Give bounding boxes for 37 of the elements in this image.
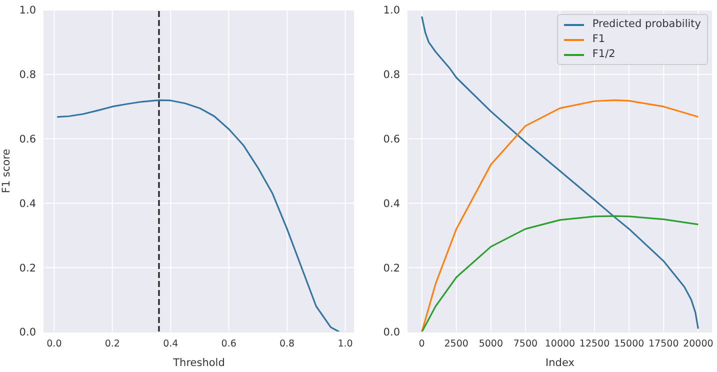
x-axis-title: Threshold xyxy=(172,357,225,369)
y-tick-label: 0.8 xyxy=(19,69,36,82)
x-tick-label: 15000 xyxy=(614,338,644,350)
x-tick-label: 5000 xyxy=(478,338,504,350)
x-tick-label: 0.0 xyxy=(46,338,62,350)
x-tick-label: 0.2 xyxy=(104,338,120,350)
x-tick-label: 0 xyxy=(418,338,425,350)
x-tick-label: 0.4 xyxy=(163,338,178,350)
y-tick-label: 0.4 xyxy=(383,198,400,210)
x-tick-label: 20000 xyxy=(683,338,714,350)
legend-label: Predicted probability xyxy=(592,17,701,32)
y-tick-label: 0.4 xyxy=(19,198,36,210)
y-tick-label: 0.6 xyxy=(383,134,400,146)
x-tick-label: 0.8 xyxy=(279,338,295,350)
y-tick-label: 0.0 xyxy=(19,326,36,339)
line-series xyxy=(421,99,699,332)
y-axis-title: F1 score xyxy=(0,148,13,194)
legend-label: F1/2 xyxy=(592,47,616,62)
x-tick-label: 2500 xyxy=(444,338,468,350)
x-tick-label: 17500 xyxy=(648,338,679,350)
x-axis-title: Index xyxy=(546,357,574,369)
y-tick-label: 1.0 xyxy=(19,4,36,17)
y-tick-label: 1.0 xyxy=(383,4,400,17)
y-tick-label: 0.8 xyxy=(383,69,400,82)
legend-label: F1 xyxy=(592,32,606,47)
x-tick-label: 12500 xyxy=(579,338,610,350)
x-tick-label: 1.0 xyxy=(338,338,353,350)
y-tick-label: 0.2 xyxy=(19,262,36,274)
x-tick-label: 7500 xyxy=(513,338,538,350)
x-tick-label: 0.6 xyxy=(221,338,236,350)
y-tick-label: 0.0 xyxy=(383,326,400,339)
y-tick-label: 0.6 xyxy=(19,134,36,146)
line-series xyxy=(421,215,699,332)
line-series xyxy=(421,16,699,330)
x-tick-label: 10000 xyxy=(544,338,576,350)
line-series xyxy=(56,99,340,332)
y-tick-label: 0.2 xyxy=(383,262,400,274)
